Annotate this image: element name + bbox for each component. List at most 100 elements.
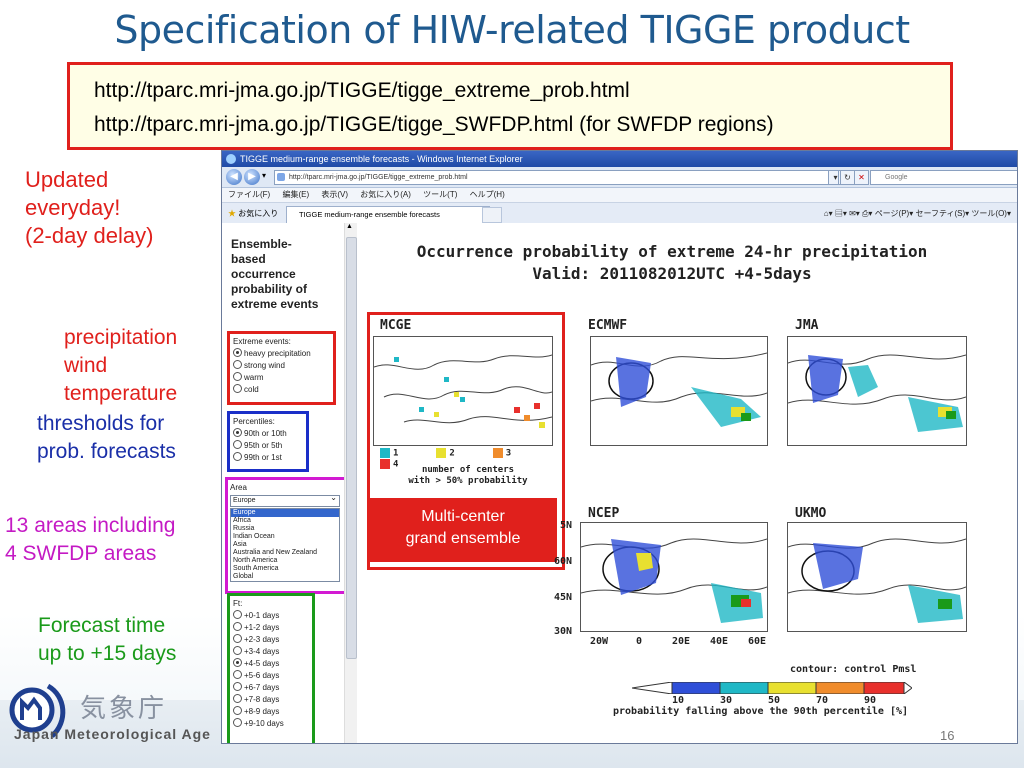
feeds-icon[interactable]: ▤▾ [834, 209, 847, 218]
radio-icon [233, 646, 242, 656]
map-label-ncep: NCEP [588, 506, 620, 521]
forecast-time-note: Forecast time up to +15 days [38, 614, 177, 665]
address-input[interactable]: http://tparc.mri-jma.go.jp/TIGGE/tigge_e… [274, 170, 840, 185]
forward-icon[interactable]: ▶ [244, 169, 260, 185]
radio-icon [233, 694, 242, 704]
radio-ft-4-5[interactable]: +4-5 days [233, 658, 309, 670]
area-option-russia[interactable]: Russia [233, 525, 255, 532]
lat-label-45n: 45N [554, 592, 573, 603]
map-jma [787, 336, 967, 446]
lon-label-20e: 20E [672, 636, 691, 647]
variables-note: precipitation wind temperature [64, 326, 178, 405]
home-icon[interactable]: ⌂▾ [823, 209, 833, 218]
lat-label-65n: 5N [560, 520, 573, 531]
lon-label-0: 0 [636, 636, 643, 647]
map-mcge-graphic [374, 337, 552, 445]
colorbar-tick-70: 70 [816, 695, 829, 706]
safety-menu[interactable]: セーフティ(S) [915, 209, 966, 218]
radio-ft-5-6[interactable]: +5-6 days [233, 670, 309, 682]
area-option-south-america[interactable]: South America [233, 565, 279, 572]
map-ncep-graphic [581, 523, 767, 631]
favorites-button[interactable]: ★ お気に入り [228, 209, 279, 218]
mcge-highlight-box: 1 2 3 4 number of centers with > 50% pro… [367, 312, 565, 570]
page-icon [277, 173, 285, 181]
jma-english-name: Japan Meteorological Age [14, 726, 211, 742]
new-tab-button[interactable] [482, 207, 502, 223]
radio-ft-0-1[interactable]: +0-1 days [233, 610, 309, 622]
radio-ft-2-3[interactable]: +2-3 days [233, 634, 309, 646]
lat-label-30n: 30N [554, 626, 573, 637]
radio-icon [233, 670, 242, 680]
colorbar-tick-50: 50 [768, 695, 781, 706]
thresholds-note: thresholds for prob. forecasts [37, 412, 176, 463]
mail-icon[interactable]: ✉▾ [849, 209, 860, 218]
star-icon: ★ [228, 209, 236, 218]
radio-icon [233, 384, 242, 394]
radio-icon [233, 658, 242, 668]
colorbar-tick-90: 90 [864, 695, 877, 706]
url-box: http://tparc.mri-jma.go.jp/TIGGE/tigge_e… [67, 62, 953, 150]
map-ukmo-graphic [788, 523, 966, 631]
area-option-global[interactable]: Global [233, 573, 254, 580]
area-option-australia-nz[interactable]: Australia and New Zealand [233, 549, 318, 556]
radio-ft-3-4[interactable]: +3-4 days [233, 646, 309, 658]
radio-99th[interactable]: 99th or 1st [233, 452, 303, 464]
tab-tigge[interactable]: TIGGE medium-range ensemble forecasts [286, 206, 490, 223]
radio-strong-wind[interactable]: strong wind [233, 360, 330, 372]
search-input[interactable]: Google [870, 170, 1017, 185]
back-icon[interactable]: ◀ [226, 169, 242, 185]
area-option-north-america[interactable]: North America [233, 557, 278, 564]
control-sidebar: Ensemble- based occurrence probability o… [222, 223, 353, 743]
radio-ft-6-7[interactable]: +6-7 days [233, 682, 309, 694]
menu-help[interactable]: ヘルプ(H) [469, 190, 505, 199]
map-ncep [580, 522, 768, 632]
radio-cold[interactable]: cold [233, 384, 330, 396]
menu-favorites[interactable]: お気に入り(A) [360, 190, 411, 199]
map-ecmwf [590, 336, 768, 446]
scroll-up-icon[interactable]: ▲ [346, 223, 353, 230]
probability-note: probability falling above the 90th perce… [613, 706, 909, 717]
radio-icon [233, 706, 242, 716]
area-option-indian-ocean[interactable]: Indian Ocean [233, 533, 275, 540]
lon-label-40e: 40E [710, 636, 729, 647]
address-bar: ◀ ▶ ▾ http://tparc.mri-jma.go.jp/TIGGE/t… [222, 167, 1017, 188]
area-select[interactable]: Europe [230, 493, 340, 507]
url-link-extreme-prob[interactable]: http://tparc.mri-jma.go.jp/TIGGE/tigge_e… [94, 79, 630, 102]
sidebar-scrollbar[interactable]: ▲ [344, 223, 357, 743]
scrollbar-thumb[interactable] [346, 237, 357, 659]
url-link-swfdp[interactable]: http://tparc.mri-jma.go.jp/TIGGE/tigge_S… [94, 113, 774, 136]
radio-95th[interactable]: 95th or 5th [233, 440, 303, 452]
radio-icon [233, 452, 242, 462]
stop-icon[interactable]: ✕ [854, 170, 869, 185]
page-menu[interactable]: ページ(P) [874, 209, 910, 218]
menu-file[interactable]: ファイル(F) [228, 190, 271, 199]
radio-ft-1-2[interactable]: +1-2 days [233, 622, 309, 634]
print-icon[interactable]: ⎙▾ [862, 209, 873, 218]
lon-label-60e: 60E [748, 636, 767, 647]
menu-view[interactable]: 表示(V) [321, 190, 349, 199]
area-option-asia[interactable]: Asia [233, 541, 247, 548]
map-jma-graphic [788, 337, 966, 445]
radio-ft-8-9[interactable]: +8-9 days [233, 706, 309, 718]
area-option-europe[interactable]: Europe [231, 509, 339, 517]
area-list[interactable]: Europe Africa Russia Indian Ocean Asia A… [230, 508, 340, 582]
radio-ft-7-8[interactable]: +7-8 days [233, 694, 309, 706]
menu-tools[interactable]: ツール(T) [423, 190, 458, 199]
map-ukmo [787, 522, 967, 632]
radio-warm[interactable]: warm [233, 372, 330, 384]
tab-bar: ★ お気に入り TIGGE medium-range ensemble fore… [222, 203, 1017, 224]
area-option-africa[interactable]: Africa [233, 517, 251, 524]
radio-icon [233, 428, 242, 438]
menu-edit[interactable]: 編集(E) [282, 190, 310, 199]
browser-window: TIGGE medium-range ensemble forecasts - … [221, 150, 1018, 744]
command-bar: ⌂▾ ▤▾ ✉▾ ⎙▾ ページ(P)▾ セーフティ(S)▾ ツール(O)▾ [823, 209, 1011, 218]
tools-menu[interactable]: ツール(O) [971, 209, 1007, 218]
radio-ft-9-10[interactable]: +9-10 days [233, 718, 309, 730]
map-mcge [373, 336, 553, 446]
mcge-note: number of centers with > 50% probability [408, 465, 528, 486]
lat-label-60n: 60N [554, 556, 573, 567]
refresh-icon[interactable]: ↻ [840, 170, 855, 185]
radio-heavy-precipitation[interactable]: heavy precipitation [233, 348, 330, 360]
history-dropdown-icon[interactable]: ▾ [262, 171, 267, 180]
radio-90th[interactable]: 90th or 10th [233, 428, 303, 440]
